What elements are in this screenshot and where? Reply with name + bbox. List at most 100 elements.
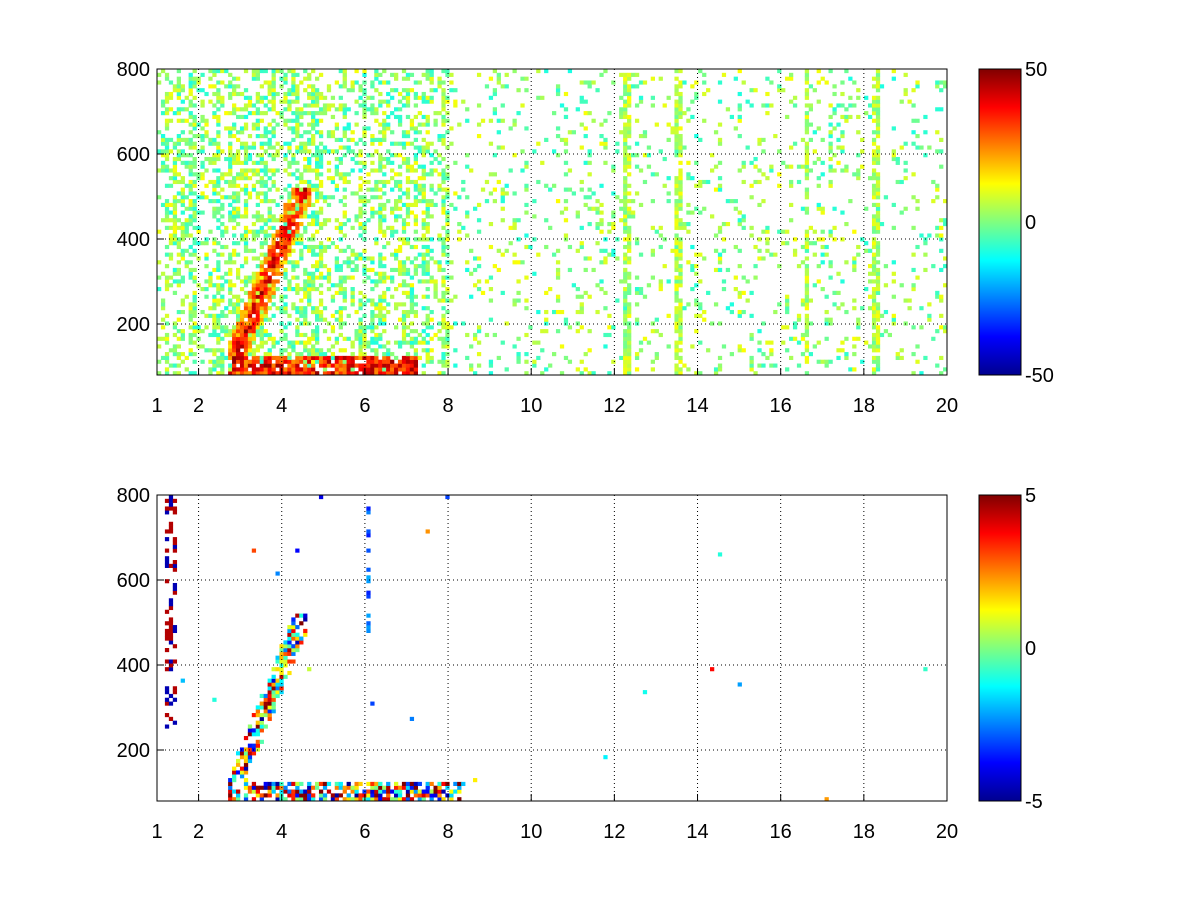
heatmap-cell <box>611 164 616 169</box>
heatmap-cell <box>216 359 221 364</box>
heatmap-cell <box>176 344 181 349</box>
heatmap-cell <box>623 329 628 334</box>
heatmap-cell <box>354 267 359 273</box>
heatmap-cell <box>875 244 881 250</box>
heatmap-cell <box>425 69 430 74</box>
heatmap-cell <box>390 210 395 215</box>
heatmap-cell <box>437 267 442 273</box>
heatmap-cell <box>279 648 284 653</box>
heatmap-cell <box>737 309 742 315</box>
heatmap-cell <box>789 76 794 81</box>
heatmap-cell <box>674 191 679 196</box>
heatmap-cell <box>871 191 877 196</box>
heatmap-cell <box>642 336 648 341</box>
heatmap-cell <box>563 199 569 204</box>
heatmap-cell <box>737 313 742 318</box>
heatmap-cell <box>275 256 280 261</box>
heatmap-cell <box>891 69 896 74</box>
heatmap-cell <box>228 256 233 261</box>
heatmap-cell <box>710 214 715 219</box>
heatmap-cell <box>164 168 170 173</box>
heatmap-cell <box>496 80 501 85</box>
heatmap-cell <box>271 233 276 238</box>
heatmap-cell <box>682 80 687 85</box>
heatmap-cell <box>623 252 628 257</box>
heatmap-cell <box>729 352 734 357</box>
heatmap-cell <box>382 344 387 349</box>
heatmap-cell <box>390 187 395 192</box>
heatmap-cell <box>804 348 810 353</box>
heatmap-cell <box>386 275 391 280</box>
heatmap-cell <box>899 99 904 104</box>
heatmap-cell <box>157 371 162 376</box>
heatmap-cell <box>378 294 383 299</box>
heatmap-cell <box>555 294 561 299</box>
heatmap-cell <box>311 785 316 790</box>
heatmap-cell <box>192 69 197 74</box>
heatmap-cell <box>386 103 391 108</box>
heatmap-cell <box>674 352 679 357</box>
heatmap-cell <box>212 248 217 253</box>
heatmap-cell <box>164 252 170 257</box>
heatmap-cell <box>875 80 881 85</box>
heatmap-cell <box>804 340 810 345</box>
heatmap-cell <box>232 248 237 253</box>
heatmap-cell <box>413 363 418 368</box>
heatmap-cell <box>350 789 355 794</box>
heatmap-cell <box>433 260 438 265</box>
heatmap-cell <box>164 510 170 515</box>
heatmap-cell <box>346 797 351 802</box>
heatmap-cell <box>303 287 308 292</box>
heatmap-cell <box>421 187 426 192</box>
heatmap-cell <box>212 321 217 326</box>
heatmap-cell <box>283 229 288 234</box>
heatmap-cell <box>164 621 170 626</box>
heatmap-cell <box>856 95 861 100</box>
heatmap-cell <box>899 355 904 361</box>
heatmap-cell <box>287 260 292 265</box>
heatmap-cell <box>619 218 624 223</box>
heatmap-cell <box>212 241 217 246</box>
heatmap-cell <box>251 76 257 81</box>
heatmap-cell <box>623 191 628 196</box>
heatmap-cell <box>303 317 308 322</box>
heatmap-cell <box>307 355 312 361</box>
heatmap-cell <box>792 336 798 341</box>
heatmap-cell <box>176 199 181 204</box>
heatmap-cell <box>599 210 604 215</box>
heatmap-cell <box>378 99 383 104</box>
heatmap-cell <box>939 248 944 253</box>
heatmap-cell <box>251 275 257 280</box>
heatmap-cell <box>856 244 861 250</box>
heatmap-cell <box>188 306 193 311</box>
heatmap-cell <box>338 290 343 295</box>
heatmap-cell <box>729 302 734 307</box>
heatmap-cell <box>445 111 450 116</box>
heatmap-cell <box>271 248 276 253</box>
heatmap-cell <box>476 103 482 108</box>
heatmap-cell <box>228 153 233 158</box>
heatmap-cell <box>674 126 679 131</box>
heatmap-cell <box>382 206 387 211</box>
heatmap-cell <box>401 785 407 790</box>
heatmap-cell <box>844 355 849 361</box>
heatmap-cell <box>303 789 308 794</box>
heatmap-cell <box>619 114 624 120</box>
heatmap-cell <box>678 317 683 322</box>
colorbar <box>978 494 1022 802</box>
heatmap-cell <box>176 107 181 112</box>
heatmap-cell <box>532 359 537 364</box>
heatmap-cell <box>409 367 415 372</box>
heatmap-cell <box>271 156 276 162</box>
heatmap-cell <box>271 145 276 150</box>
heatmap-cell <box>552 149 557 154</box>
heatmap-cell <box>721 344 727 349</box>
heatmap-cell <box>476 256 482 261</box>
heatmap-cell <box>358 363 363 368</box>
heatmap-cell <box>251 367 257 372</box>
heatmap-cell <box>559 210 565 215</box>
heatmap-cell <box>789 164 794 169</box>
heatmap-cell <box>279 670 284 676</box>
heatmap-cell <box>678 172 683 177</box>
